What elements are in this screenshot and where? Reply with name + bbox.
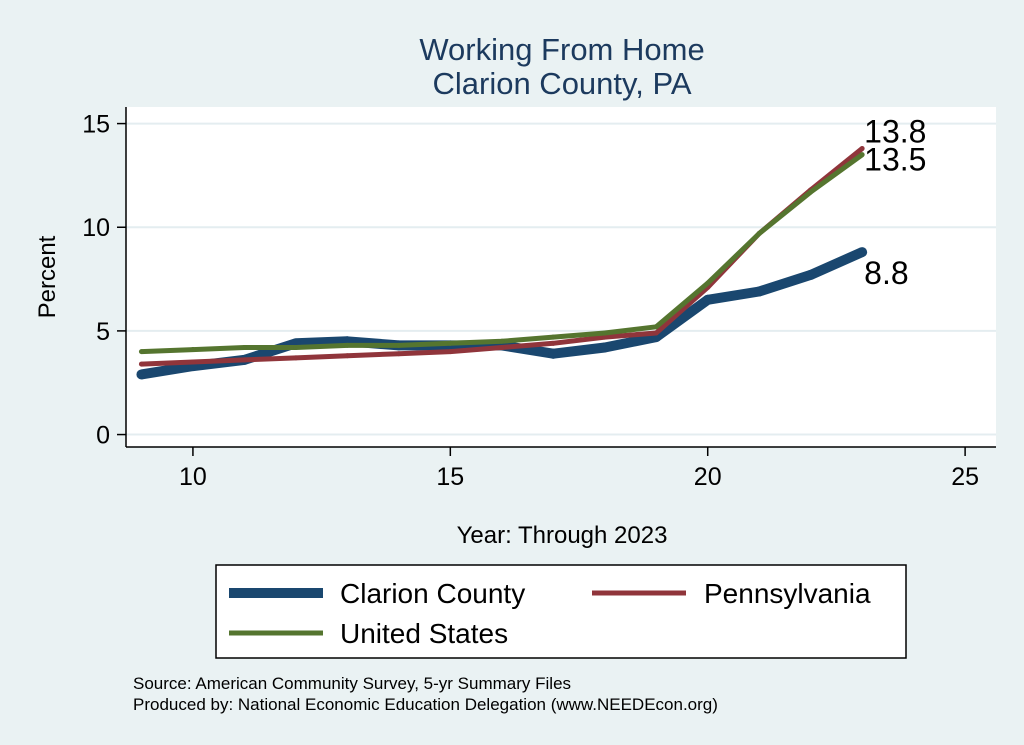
end-labels: 8.8 13.813.5 (864, 113, 926, 291)
point-clarion-county-20 (702, 294, 713, 305)
point-united-states-13 (344, 342, 350, 348)
point-pennsylvania-10 (190, 359, 196, 365)
point-united-states-10 (190, 347, 196, 353)
legend: Clarion County Pennsylvania United State… (215, 564, 907, 659)
point-clarion-county-17 (548, 348, 559, 359)
y-tick-label-0: 0 (96, 422, 110, 450)
y-tick-label-5: 5 (96, 318, 110, 346)
point-united-states-22 (808, 189, 814, 195)
point-pennsylvania-16 (499, 344, 505, 350)
point-clarion-county-21 (754, 286, 765, 297)
chart-title-line-1: Working From Home (419, 32, 704, 67)
series-lines (136, 145, 868, 380)
point-pennsylvania-17 (550, 340, 556, 346)
point-united-states-12 (293, 344, 299, 350)
x-axis-title: Year: Through 2023 (457, 522, 668, 549)
source-note: Source: American Community Survey, 5-yr … (133, 674, 571, 693)
point-pennsylvania-23 (859, 145, 865, 151)
end-label-pennsylvania: 13.8 (864, 113, 926, 149)
point-united-states-20 (705, 280, 711, 286)
point-clarion-county-22 (805, 269, 816, 280)
legend-label-united-states: United States (340, 618, 508, 649)
x-tick-label-15: 15 (436, 463, 464, 491)
point-clarion-county-23 (857, 247, 868, 258)
legend-label-clarion-county: Clarion County (340, 578, 525, 609)
producer-note: Produced by: National Economic Education… (133, 695, 718, 714)
end-label-clarion-county: 8.8 (864, 255, 908, 291)
x-tick-label-20: 20 (694, 463, 722, 491)
point-pennsylvania-11 (241, 357, 247, 363)
point-pennsylvania-14 (396, 351, 402, 357)
point-united-states-9 (138, 349, 144, 355)
x-tick-label-10: 10 (179, 463, 207, 491)
gridlines (126, 122, 996, 436)
legend-label-pennsylvania: Pennsylvania (704, 578, 871, 609)
y-axis-title: Percent (34, 235, 61, 318)
point-pennsylvania-9 (138, 361, 144, 367)
point-united-states-23 (859, 152, 865, 158)
point-united-states-14 (396, 342, 402, 348)
point-clarion-county-18 (599, 342, 610, 353)
point-pennsylvania-19 (653, 330, 659, 336)
point-united-states-18 (602, 330, 608, 336)
y-ticks: 0 5 10 15 (82, 111, 126, 450)
end-label-united-states: 13.5 (864, 142, 926, 178)
point-clarion-county-9 (136, 369, 147, 380)
point-united-states-21 (756, 230, 762, 236)
chart-title-line-2: Clarion County, PA (432, 66, 691, 101)
point-united-states-16 (499, 338, 505, 344)
point-united-states-19 (653, 324, 659, 330)
point-united-states-11 (241, 344, 247, 350)
point-pennsylvania-13 (344, 353, 350, 359)
point-pennsylvania-18 (602, 334, 608, 340)
legend-box (215, 564, 907, 659)
point-united-states-17 (550, 334, 556, 340)
y-tick-label-10: 10 (82, 214, 110, 242)
x-tick-label-25: 25 (951, 463, 979, 491)
x-ticks: 10 15 20 25 (179, 447, 979, 491)
point-united-states-15 (447, 340, 453, 346)
point-pennsylvania-15 (447, 349, 453, 355)
y-tick-label-15: 15 (82, 111, 110, 139)
point-pennsylvania-12 (293, 355, 299, 361)
